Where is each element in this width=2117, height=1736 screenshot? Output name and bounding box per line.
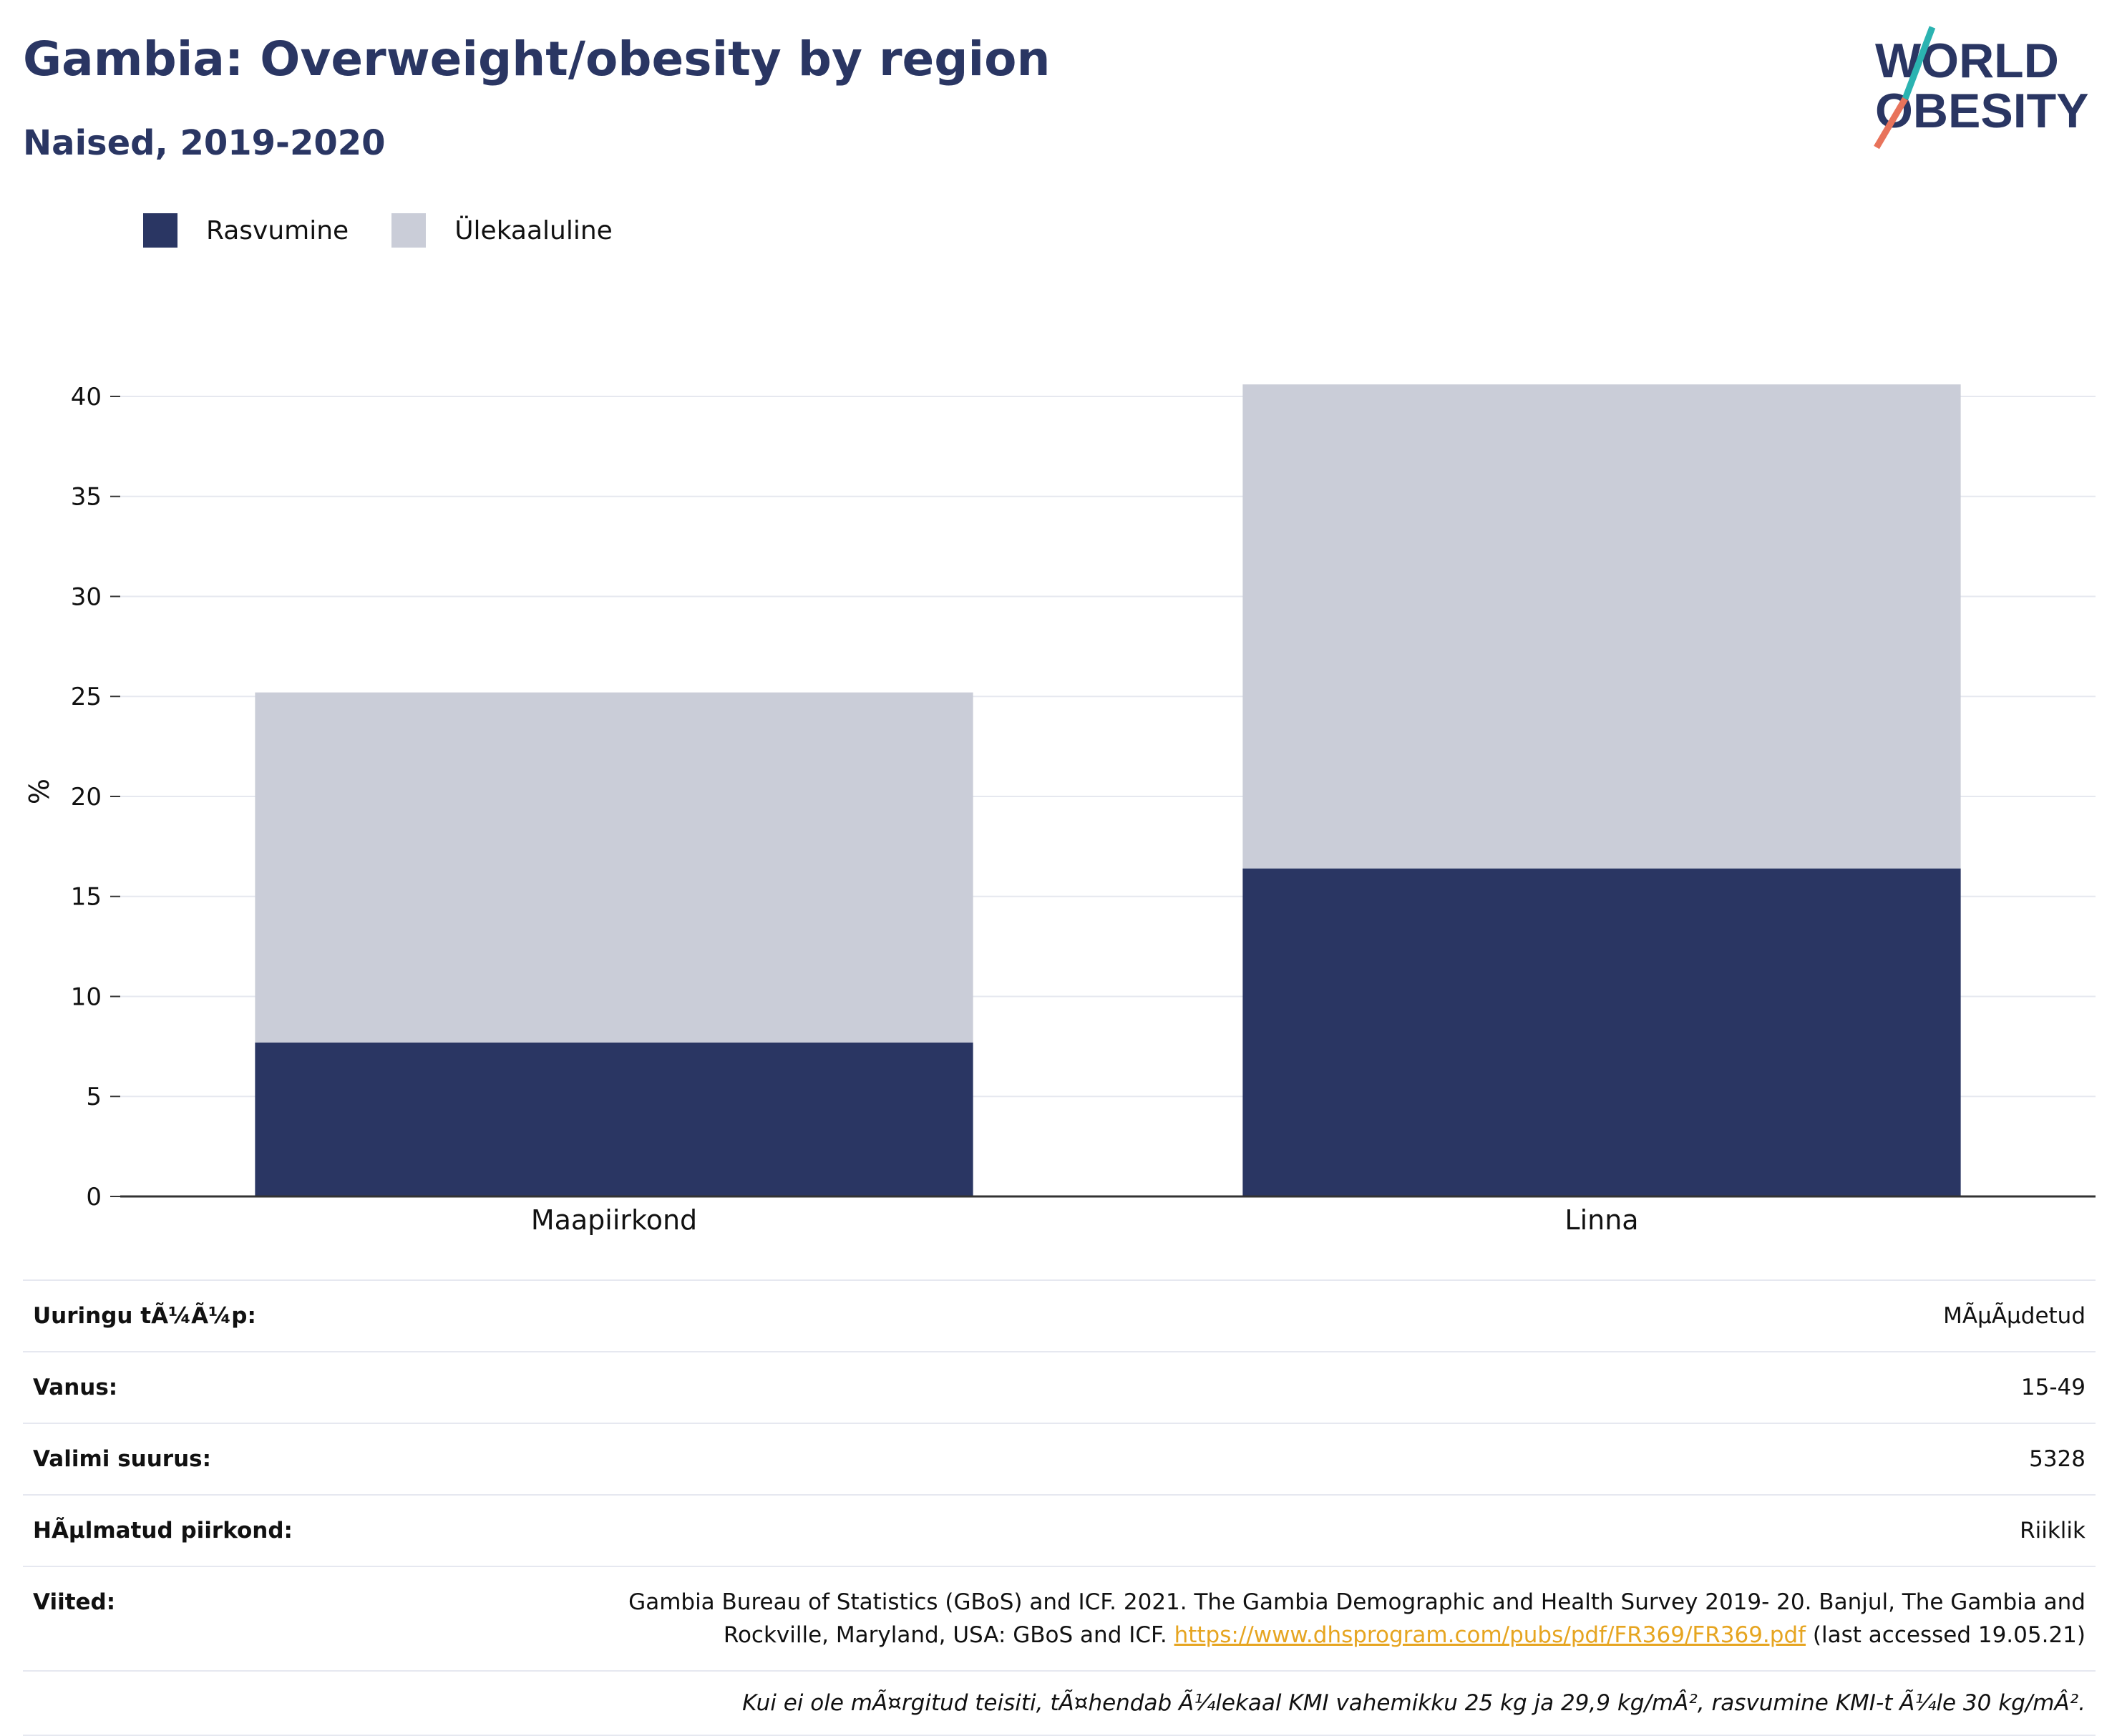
area-label: HÃµlmatud piirkond: (33, 1518, 293, 1544)
info-row-sample-size: Valimi suurus: 5328 (23, 1423, 2096, 1494)
info-row-area: HÃµlmatud piirkond: Riiklik (23, 1494, 2096, 1566)
legend-swatch-obesity (143, 213, 177, 248)
world-obesity-logo: WORLD OBESITY (1874, 26, 2089, 150)
y-tick-label: 15 (71, 883, 102, 912)
references-label: Viited: (33, 1589, 116, 1615)
bar-obesity-rural (255, 1042, 973, 1196)
bar-obesity-urban (1242, 868, 1961, 1196)
y-tick-label: 10 (71, 982, 102, 1011)
age-label: Vanus: (33, 1375, 118, 1400)
age-value: 15-49 (2020, 1375, 2086, 1400)
references-value: Gambia Bureau of Statistics (GBoS) and I… (597, 1586, 2086, 1652)
legend-swatch-overweight (391, 213, 427, 248)
stacked-bar-chart: 0 5 10 15 20 25 30 35 40% Maapiirkond Linna (24, 383, 2096, 1236)
legend-label-overweight: Ülekaaluline (454, 215, 613, 245)
y-tick-label: 30 (71, 582, 102, 611)
bar-overweight-rural (255, 692, 973, 1043)
sample-size-label: Valimi suurus: (33, 1446, 211, 1472)
legend-item-overweight[interactable]: Ülekaaluline (391, 213, 613, 248)
info-table: Uuringu tÃ¼Ã¼p: MÃµÃµdetud Vanus: 15-49 … (23, 1279, 2096, 1736)
logo-text-world: WORLD (1875, 34, 2059, 88)
references-link[interactable]: https://www.dhsprogram.com/pubs/pdf/FR36… (1174, 1622, 1806, 1648)
area-value: Riiklik (2020, 1518, 2086, 1544)
y-tick-label: 0 (86, 1183, 102, 1211)
logo-slash-teal (1902, 26, 1936, 100)
sample-size-value: 5328 (2029, 1446, 2086, 1472)
legend-item-obesity[interactable]: Rasvumine (143, 213, 349, 248)
x-category-label: Linna (1564, 1204, 1638, 1236)
info-row-age: Vanus: 15-49 (23, 1351, 2096, 1423)
references-text: Gambia Bureau of Statistics (GBoS) and I… (628, 1589, 2086, 1648)
info-row-survey-type: Uuringu tÃ¼Ã¼p: MÃµÃµdetud (23, 1279, 2096, 1351)
footnote: Kui ei ole mÃ¤rgitud teisiti, tÃ¤hendab … (23, 1670, 2096, 1736)
y-axis-label: % (24, 779, 55, 804)
logo-slash-coral (1874, 97, 1908, 150)
survey-type-label: Uuringu tÃ¼Ã¼p: (33, 1303, 256, 1329)
y-tick-label: 20 (71, 783, 102, 811)
survey-type-value: MÃµÃµdetud (1943, 1303, 2086, 1329)
page-subtitle: Naised, 2019-2020 (23, 123, 386, 163)
chart-legend: Rasvumine Ülekaaluline (143, 213, 656, 248)
info-row-references: Viited: Gambia Bureau of Statistics (GBo… (23, 1566, 2096, 1670)
bar-overweight-urban (1242, 384, 1961, 869)
y-tick-label: 35 (71, 483, 102, 512)
page-title: Gambia: Overweight/obesity by region (23, 31, 1051, 87)
x-category-label: Maapiirkond (531, 1204, 697, 1236)
y-tick-label: 40 (71, 383, 102, 411)
y-tick-label: 25 (71, 683, 102, 711)
legend-label-obesity: Rasvumine (206, 215, 349, 245)
y-tick-label: 5 (86, 1083, 102, 1111)
references-accessed: (last accessed 19.05.21) (1812, 1622, 2086, 1648)
